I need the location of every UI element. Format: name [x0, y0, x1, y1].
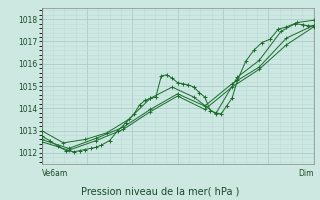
- Text: Dim: Dim: [298, 169, 314, 178]
- Text: Pression niveau de la mer( hPa ): Pression niveau de la mer( hPa ): [81, 186, 239, 196]
- Text: Ve6am: Ve6am: [42, 169, 68, 178]
